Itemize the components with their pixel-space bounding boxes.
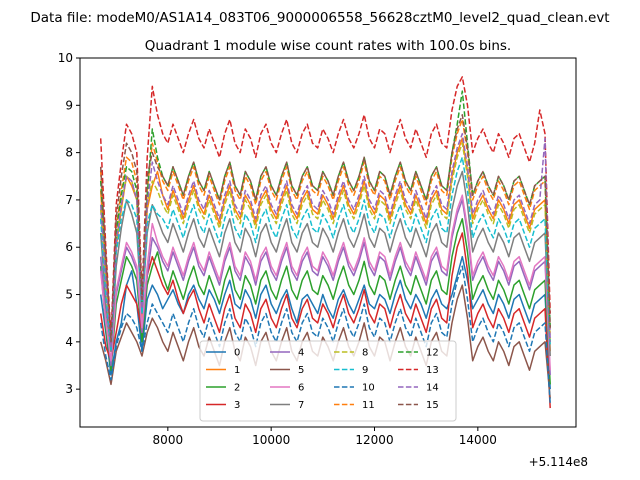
x-axis: 8000 10000 12000 14000: [153, 427, 497, 447]
y-tick-label: 10: [58, 51, 73, 65]
series-line-1: [99, 137, 551, 352]
x-tick-label: 12000: [355, 433, 393, 447]
y-tick-label: 7: [65, 193, 73, 207]
x-tick-label: 14000: [459, 433, 497, 447]
y-tick-label: 4: [65, 335, 73, 349]
suptitle: Data file: modeM0/AS1A14_083T06_90000065…: [30, 10, 609, 26]
series-line-4: [99, 199, 551, 376]
chart-title: Quadrant 1 module wise count rates with …: [145, 38, 511, 54]
legend-label: 4: [298, 348, 304, 359]
legend-label: 1: [234, 365, 240, 376]
series-line-0: [99, 255, 551, 390]
legend-label: 11: [362, 400, 375, 411]
y-tick-label: 9: [65, 98, 73, 112]
plot-frame: [79, 57, 577, 428]
legend-label: 5: [298, 365, 304, 376]
series-line-7: [99, 170, 551, 357]
y-tick-label: 3: [65, 382, 73, 396]
series-line-10: [99, 265, 551, 404]
legend-box: [199, 340, 457, 422]
series-line-14: [99, 132, 551, 348]
legend-label: 15: [426, 400, 439, 411]
y-axis: 3 4 5 6 7 8 9 10: [58, 51, 80, 396]
series-line-15: [99, 114, 551, 343]
y-tick-label: 5: [65, 288, 73, 302]
series-line-2: [99, 218, 551, 385]
legend-label: 14: [426, 383, 439, 394]
x-offset-label: +5.114e8: [529, 455, 588, 469]
legend-label: 3: [234, 400, 240, 411]
y-tick-label: 6: [65, 240, 73, 254]
series-line-11: [99, 118, 551, 343]
series-line-3: [99, 232, 551, 409]
legend-label: 2: [234, 383, 240, 394]
legend-label: 12: [426, 348, 439, 359]
x-tick-label: 10000: [252, 433, 290, 447]
legend-label: 6: [298, 383, 304, 394]
legend-label: 8: [362, 348, 368, 359]
x-tick-label: 8000: [153, 433, 184, 447]
series-line-9: [99, 156, 551, 353]
legend-label: 10: [362, 383, 375, 394]
legend-label: 7: [298, 400, 304, 411]
series-lines: [99, 76, 551, 409]
series-line-8: [99, 142, 551, 348]
y-tick-label: 8: [65, 146, 73, 160]
legend-label: 13: [426, 365, 439, 376]
legend-label: 9: [362, 365, 368, 376]
series-line-13: [99, 76, 551, 338]
series-line-6: [99, 194, 551, 371]
legend-label: 0: [234, 348, 240, 359]
